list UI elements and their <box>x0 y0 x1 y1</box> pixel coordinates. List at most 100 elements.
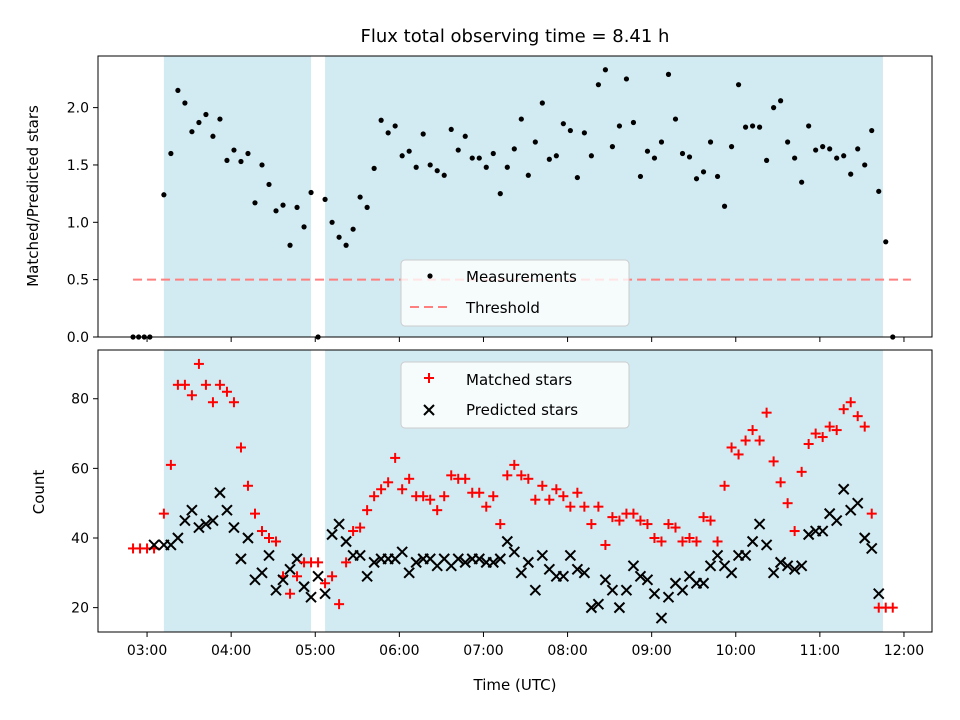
measurement-point <box>434 168 440 174</box>
predicted-star-point <box>816 525 829 537</box>
chart-title: Flux total observing time = 8.41 h <box>361 26 670 47</box>
measurement-point <box>203 111 209 118</box>
y-tick-label: 2.0 <box>67 101 89 117</box>
matched-star-point <box>824 421 835 432</box>
predicted-star-point <box>277 574 289 586</box>
predicted-star-point <box>235 553 247 565</box>
matched-star-point <box>523 473 534 484</box>
matched-star-point <box>684 533 695 543</box>
measurement-point <box>862 162 868 168</box>
measurement-point <box>785 139 791 145</box>
x-tick-label: 04:00 <box>211 643 251 659</box>
matched-star-point <box>586 519 597 530</box>
matched-star-point <box>460 473 471 484</box>
cross-b <box>277 574 289 586</box>
predicted-star-point <box>508 546 521 558</box>
predicted-star-point <box>781 560 794 572</box>
cross-b <box>452 553 464 565</box>
x-tick-label: 08:00 <box>547 643 587 659</box>
matched-star-point <box>481 501 492 512</box>
plot-frame <box>97 55 933 338</box>
matched-star-point <box>292 571 303 582</box>
cross-b <box>599 574 612 586</box>
matched-star-point <box>845 397 856 408</box>
matched-star-point <box>789 526 800 537</box>
cross-b <box>767 567 780 579</box>
predicted-star-point <box>501 535 513 548</box>
measurement-point <box>182 100 188 106</box>
measurement-point <box>630 119 637 126</box>
cross-b <box>424 553 436 565</box>
predicted-star-point <box>725 567 738 579</box>
measurement-point <box>546 156 552 162</box>
matched-star-point <box>544 494 555 505</box>
predicted-star-point <box>186 504 198 516</box>
matched-star-point <box>796 466 807 477</box>
measurement-point <box>714 173 721 180</box>
matched-star-point <box>887 602 898 613</box>
measurement-point <box>490 150 496 157</box>
legend-box <box>400 259 630 327</box>
predicted-star-point <box>284 563 296 576</box>
measurement-point <box>518 116 524 122</box>
measurement-point <box>343 242 349 248</box>
matched-star-point <box>446 470 457 481</box>
matched-star-point <box>516 470 527 481</box>
matched-star-point <box>362 505 373 516</box>
matched-star-point <box>214 379 225 390</box>
matched-star-point <box>249 508 260 519</box>
measurement-point <box>841 153 847 159</box>
bottom-y-axis-label: Count <box>30 470 48 515</box>
predicted-star-point <box>361 570 373 583</box>
cross-b <box>536 549 549 562</box>
predicted-star-point <box>578 567 591 579</box>
measurement-point <box>553 153 559 159</box>
matched-star-point <box>810 428 821 439</box>
predicted-star-point <box>487 556 499 569</box>
measurement-point <box>539 100 545 106</box>
legend-box <box>400 361 630 429</box>
measurement-point <box>210 133 216 139</box>
observing-window-1 <box>163 56 312 337</box>
x-tick-label: 10:00 <box>716 643 756 659</box>
matched-star-point <box>334 599 345 610</box>
predicted-star-point <box>256 567 268 579</box>
matched-star-point <box>474 487 485 498</box>
cross-b <box>403 567 415 579</box>
plot-frame <box>97 349 933 633</box>
matched-star-point <box>712 536 723 547</box>
measurement-point <box>469 155 475 161</box>
cross-b <box>270 584 282 596</box>
measurement-point <box>196 119 202 126</box>
cross-b <box>284 563 296 576</box>
y-tick-label: 60 <box>71 461 89 477</box>
cross-b <box>718 560 731 572</box>
cross-b <box>592 598 605 610</box>
predicted-star-point <box>788 563 801 576</box>
predicted-star-point <box>179 514 191 527</box>
predicted-star-point <box>515 567 528 579</box>
predicted-star-point <box>592 598 605 610</box>
cross-b <box>564 549 577 562</box>
x-tick-label: 09:00 <box>631 643 671 659</box>
predicted-star-point <box>305 591 317 603</box>
predicted-star-point <box>270 584 282 596</box>
matched-star-point <box>397 484 408 495</box>
cross-b <box>620 584 633 596</box>
matched-star-point <box>341 557 352 568</box>
predicted-star-point <box>452 553 464 565</box>
measurement-point <box>616 123 623 129</box>
matched-star-point <box>831 425 842 436</box>
cross-b <box>312 570 324 583</box>
measurement-point <box>728 144 735 150</box>
predicted-star-point <box>830 514 843 527</box>
matched-star-point <box>593 501 604 512</box>
matched-star-point <box>656 536 667 547</box>
matched-star-point <box>207 397 218 408</box>
matched-star-point <box>186 390 197 401</box>
predicted-star-point <box>571 563 584 576</box>
measurement-point <box>378 117 384 123</box>
y-tick-label: 0.0 <box>67 330 89 346</box>
measurement-point <box>700 169 707 175</box>
x-tick-label: 11:00 <box>800 643 840 659</box>
